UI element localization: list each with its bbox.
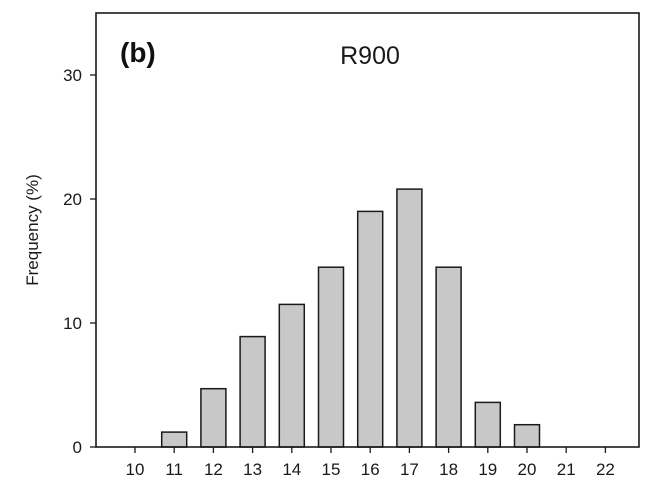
x-tick-label: 20 [518,460,537,479]
x-tick-label: 19 [478,460,497,479]
bar-16 [356,210,384,448]
bar-12 [200,387,227,448]
bar-13 [239,335,266,448]
x-tick-label: 14 [282,460,301,479]
panel-label: (b) [120,37,156,68]
plot-frame [95,12,640,448]
y-axis-label: Frequency (%) [23,174,42,285]
bar-17 [396,188,423,448]
y-tick-label: 0 [73,438,82,457]
y-tick-label: 20 [63,190,82,209]
x-tick-label: 18 [439,460,458,479]
bar-20 [513,423,541,448]
x-tick-label: 17 [400,460,419,479]
ticks-layer: 10 11 12 13 14 15 16 17 18 19 20 21 22 0 10 20 30 [63,66,615,479]
x-tick-label: 13 [243,460,262,479]
y-tick-label: 10 [63,314,82,333]
x-tick-label: 10 [126,460,145,479]
bar-18 [435,266,462,448]
bar-15 [317,266,345,448]
bars-layer [160,188,541,448]
chart-title: R900 [340,42,400,70]
x-tick-label: 16 [361,460,380,479]
x-tick-label: 21 [557,460,576,479]
x-tick-label: 11 [165,460,183,479]
bar-11 [160,431,188,448]
bar-14 [278,303,306,448]
bar-19 [474,401,502,448]
x-tick-label: 22 [596,460,615,479]
y-tick-label: 30 [63,66,82,85]
x-tick-label: 12 [204,460,223,479]
x-tick-label: 15 [322,460,341,479]
